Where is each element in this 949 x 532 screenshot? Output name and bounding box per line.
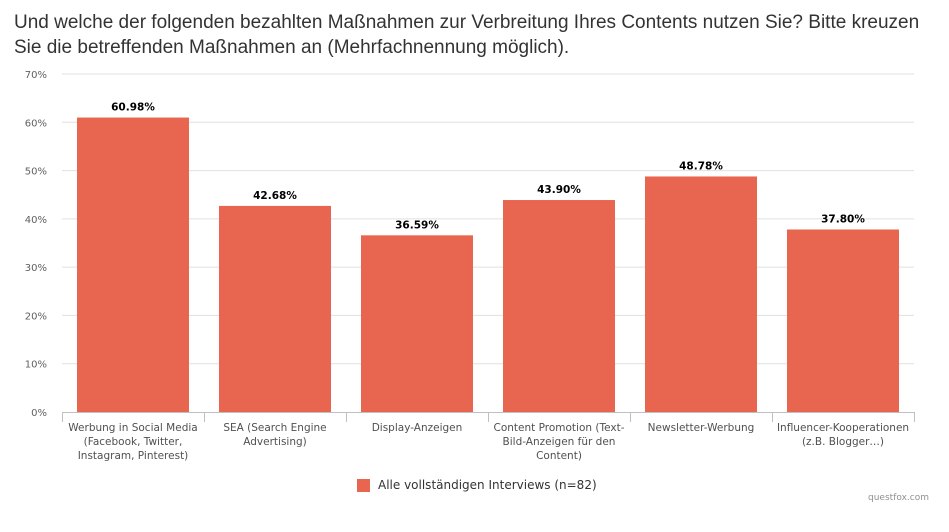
x-axis: Werbung in Social Media (Facebook, Twitte… <box>62 412 915 462</box>
x-category-label-line: (Facebook, Twitter, <box>84 436 183 448</box>
x-category-label-line: Content) <box>536 450 582 462</box>
legend[interactable]: Alle vollständigen Interviews (n=82) <box>357 478 597 492</box>
x-category-label: SEA (Search Engine Advertising) <box>223 422 326 448</box>
bar[interactable] <box>503 200 615 412</box>
x-category-label-line: Display-Anzeigen <box>372 422 463 434</box>
x-category-label-line: Werbung in Social Media <box>68 422 197 434</box>
bar[interactable] <box>645 176 757 412</box>
x-category-label: Content Promotion (Text- Bild-Anzeigen fü… <box>494 422 625 462</box>
y-tick-label: 40% <box>25 215 47 226</box>
bar[interactable] <box>77 117 189 412</box>
data-label: 60.98% <box>111 102 155 114</box>
x-category-label: Werbung in Social Media (Facebook, Twitte… <box>68 422 197 462</box>
data-label: 36.59% <box>395 219 439 231</box>
x-category-label-line: Advertising) <box>243 436 307 448</box>
data-label: 42.68% <box>253 190 297 202</box>
credit-text: questfox.com <box>868 493 929 503</box>
bar[interactable] <box>787 229 899 412</box>
x-category-label: Display-Anzeigen <box>372 422 463 434</box>
chart-title: Und welche der folgenden bezahlten Maßna… <box>14 12 920 58</box>
legend-swatch <box>357 478 370 492</box>
bars: 60.98% 42.68% 36.59% 43.90% 48.78% 37.80% <box>77 102 899 412</box>
y-tick-label: 70% <box>25 70 47 81</box>
x-category-label: Influencer-Kooperationen (z.B. Blogger…) <box>777 422 909 448</box>
y-axis: 0% 10% 20% 30% 40% 50% 60% 70% <box>25 70 47 419</box>
x-category-label-line: Newsletter-Werbung <box>648 422 755 434</box>
data-label: 43.90% <box>537 184 581 196</box>
x-category-label-line: Instagram, Pinterest) <box>78 450 189 462</box>
y-tick-label: 30% <box>25 263 47 274</box>
bar[interactable] <box>361 235 473 412</box>
data-label: 37.80% <box>821 213 865 225</box>
x-category-label: Newsletter-Werbung <box>648 422 755 434</box>
x-category-label-line: SEA (Search Engine <box>223 422 326 434</box>
x-category-label-line: Content Promotion (Text- <box>494 422 625 434</box>
legend-label: Alle vollständigen Interviews (n=82) <box>378 478 597 492</box>
y-tick-label: 0% <box>31 408 47 419</box>
y-tick-label: 60% <box>25 118 47 129</box>
y-tick-label: 10% <box>25 360 47 371</box>
x-category-label-line: (z.B. Blogger…) <box>802 436 884 448</box>
y-tick-label: 20% <box>25 311 47 322</box>
y-tick-label: 50% <box>25 167 47 178</box>
x-category-label-line: Influencer-Kooperationen <box>777 422 909 434</box>
grid-lines <box>62 73 914 365</box>
bar[interactable] <box>219 205 331 412</box>
data-label: 48.78% <box>679 160 723 172</box>
x-category-label-line: Bild-Anzeigen für den <box>503 436 616 448</box>
